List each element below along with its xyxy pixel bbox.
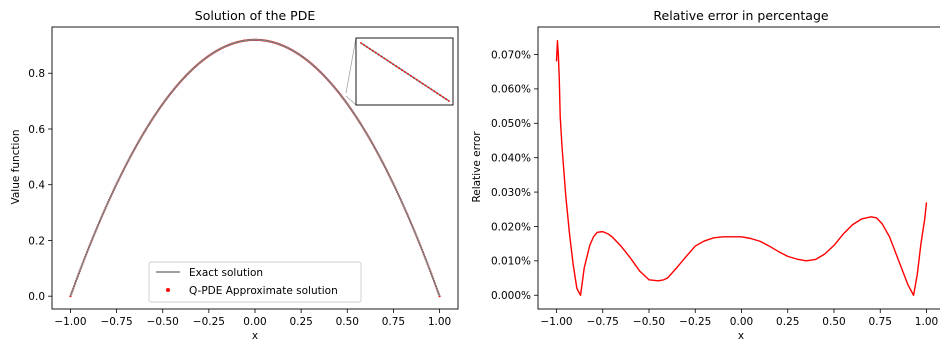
inset-approx-point xyxy=(421,82,424,85)
inset-approx-point xyxy=(442,96,445,99)
left-y-tick-label: 0.4 xyxy=(28,180,45,192)
inset-approx-point xyxy=(380,55,383,58)
inset-approx-point xyxy=(412,76,415,79)
right-x-tick-label: −0.50 xyxy=(633,316,665,328)
right-y-tick-label: 0.020% xyxy=(491,221,531,233)
left-x-tick-label: −0.50 xyxy=(147,316,179,328)
inset-approx-point xyxy=(427,86,430,89)
right-plot-frame xyxy=(537,26,940,310)
right-y-axis-label: Relative error xyxy=(471,131,483,203)
inset-approx-point xyxy=(365,45,368,48)
inset-approx-point xyxy=(448,100,450,102)
inset-approx-point xyxy=(377,53,380,56)
right-y-tick-label: 0.010% xyxy=(491,256,531,268)
left-y-tick-label: 0.8 xyxy=(28,68,45,80)
right-y-tick-label: 0.050% xyxy=(491,118,531,130)
inset-approx-point xyxy=(418,80,421,83)
inset-approx-point xyxy=(368,47,371,50)
inset-approx-points xyxy=(360,42,450,102)
right-x-tick-label: 0.75 xyxy=(869,316,892,328)
right-x-tick-label: 0.00 xyxy=(730,316,753,328)
left-x-tick-label: −0.25 xyxy=(193,316,225,328)
inset-approx-point xyxy=(401,69,403,71)
right-chart: Relative error in percentage x Relative … xyxy=(471,8,940,341)
right-x-tick-label: −0.25 xyxy=(679,316,711,328)
left-x-tick-label: 1.00 xyxy=(428,316,451,328)
inset-approx-point xyxy=(395,65,398,68)
left-chart-title: Solution of the PDE xyxy=(195,8,316,23)
relative-error-line xyxy=(555,40,928,296)
right-y-tick-label: 0.000% xyxy=(491,290,531,302)
left-y-tick-label: 0.6 xyxy=(28,124,45,136)
left-y-tick-label: 0.0 xyxy=(28,291,45,303)
legend-box xyxy=(148,261,362,303)
inset-approx-point xyxy=(430,88,433,91)
inset-approx-point xyxy=(360,42,362,44)
exact-solution-line xyxy=(69,39,441,297)
inset-approx-point xyxy=(386,59,389,62)
inset-approx-point xyxy=(374,51,377,54)
left-x-tick-label: −1.00 xyxy=(54,316,86,328)
right-y-ticks: 0.000% 0.010% 0.020% 0.030% 0.040% 0.050% 0.06… xyxy=(491,49,538,302)
inset-approx-point xyxy=(389,61,392,64)
right-x-tick-label: −0.75 xyxy=(587,316,619,328)
left-x-tick-label: −0.75 xyxy=(100,316,132,328)
inset-approx-point xyxy=(363,44,365,46)
left-y-axis-label: Value function xyxy=(10,129,22,204)
inset-approx-point xyxy=(398,67,401,70)
left-y-ticks: 0.0 0.2 0.4 0.6 0.8 xyxy=(28,68,52,303)
left-x-tick-label: 0.25 xyxy=(289,316,312,328)
inset-approx-point xyxy=(371,49,374,52)
right-series xyxy=(555,40,928,296)
left-x-tick-label: 0.50 xyxy=(336,316,359,328)
inset-approx-point xyxy=(383,57,386,60)
left-x-tick-label: 0.75 xyxy=(382,316,405,328)
inset-approx-point xyxy=(445,98,447,100)
inset-approx-point xyxy=(409,74,412,77)
inset-approx-point xyxy=(407,73,409,75)
inset-approx-point xyxy=(436,92,439,95)
inset-approx-point xyxy=(415,78,418,81)
right-x-tick-label: 0.25 xyxy=(776,316,799,328)
right-y-tick-label: 0.070% xyxy=(491,49,531,61)
left-legend: Exact solution Q-PDE Approximate solutio… xyxy=(148,261,362,303)
legend-label-exact: Exact solution xyxy=(189,267,263,279)
inset-approx-point xyxy=(424,84,427,87)
left-x-axis-label: x xyxy=(252,330,258,341)
inset-connector-top xyxy=(345,37,357,94)
inset-zoom xyxy=(355,37,454,106)
right-y-tick-label: 0.030% xyxy=(491,187,531,199)
left-series xyxy=(69,38,441,298)
inset-connector-bottom xyxy=(345,95,357,106)
left-x-ticks: −1.00 −0.75 −0.50 −0.25 0.00 0.25 0.50 0.75 1.00 xyxy=(54,309,451,328)
left-plot-frame xyxy=(51,26,459,310)
right-x-tick-label: −1.00 xyxy=(540,316,572,328)
inset-approx-point xyxy=(433,90,436,93)
left-y-tick-label: 0.2 xyxy=(28,235,45,247)
legend-marker-approx xyxy=(166,288,170,292)
legend-label-approx: Q-PDE Approximate solution xyxy=(189,285,338,297)
left-chart: Solution of the PDE x Value function −1.… xyxy=(10,8,459,341)
left-x-tick-label: 0.00 xyxy=(243,316,266,328)
right-x-axis-label: x xyxy=(738,330,744,341)
right-x-ticks: −1.00 −0.75 −0.50 −0.25 0.00 0.25 0.50 0.75 1.00 xyxy=(540,309,938,328)
inset-approx-point xyxy=(439,94,442,97)
right-y-tick-label: 0.060% xyxy=(491,84,531,96)
right-chart-title: Relative error in percentage xyxy=(653,8,828,23)
right-x-tick-label: 0.50 xyxy=(822,316,845,328)
inset-approx-point xyxy=(392,63,395,66)
inset-approx-point xyxy=(404,71,406,73)
right-y-tick-label: 0.040% xyxy=(491,152,531,164)
right-x-tick-label: 1.00 xyxy=(915,316,938,328)
